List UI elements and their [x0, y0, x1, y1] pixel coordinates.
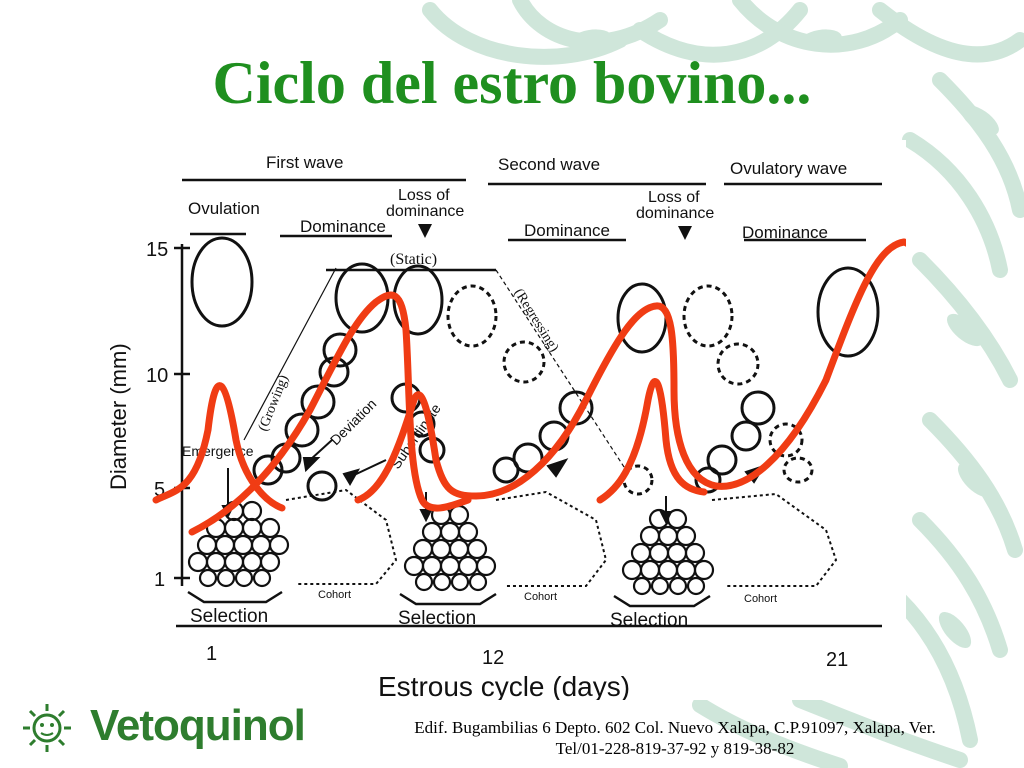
loss-arrow-1-icon: [418, 224, 432, 238]
x-tick-21: 21: [826, 649, 848, 671]
logo-wordmark: Vetoquinol: [90, 701, 306, 750]
red-overlay-curves: [152, 238, 906, 536]
slide-title: Ciclo del estro bovino...: [212, 50, 812, 116]
follicles-regressing: [446, 284, 814, 496]
subordinate-arrow-icon: [342, 468, 361, 486]
loss-of-dominance-1-line1: Loss of: [398, 187, 450, 204]
cohort-label-1: Cohort: [318, 589, 351, 601]
sun-lion-logo-icon: [23, 704, 71, 752]
cohort-dots: [285, 488, 838, 587]
x-tick-1: 1: [206, 643, 217, 665]
footer-line-1: Edif. Bugambilias 6 Depto. 602 Col. Nuev…: [414, 718, 936, 737]
selection-label-3: Selection: [610, 610, 688, 631]
follicular-wave-diagram: First wave Second wave Ovulatory wave Ov…: [96, 140, 906, 700]
regressing-label: (Regressing): [511, 286, 562, 355]
wave-header-lines: [182, 178, 882, 272]
static-label: (Static): [390, 251, 437, 268]
vetoquinol-logo: Vetoquinol: [12, 700, 306, 758]
selection-label-1: Selection: [190, 606, 268, 627]
loss-of-dominance-2-line1: Loss of: [648, 189, 700, 206]
x-tick-12: 12: [482, 647, 504, 669]
selection-brackets: [187, 590, 711, 608]
dominance-label-2: Dominance: [524, 221, 610, 240]
y-axis-label: Diameter (mm): [106, 343, 131, 490]
selection-label-2: Selection: [398, 608, 476, 629]
deviation-arrow-2-icon: [546, 458, 569, 478]
wave-label-ovulatory: Ovulatory wave: [730, 159, 847, 178]
y-tick-10: 10: [146, 365, 168, 387]
y-tick-15: 15: [146, 239, 168, 261]
dominance-label-3: Dominance: [742, 223, 828, 242]
regressing-line: [495, 269, 627, 471]
diagram-canvas: First wave Second wave Ovulatory wave Ov…: [106, 153, 906, 700]
y-tick-5: 5: [154, 479, 165, 501]
cohort-cluster-2: [403, 504, 497, 592]
emergence-arrow-3-icon: [659, 511, 673, 525]
loss-arrow-2-icon: [678, 226, 692, 240]
x-axis-label: Estrous cycle (days): [378, 671, 630, 700]
cohort-cluster-1: [187, 500, 290, 588]
cohort-label-3: Cohort: [744, 593, 777, 605]
cohort-label-2: Cohort: [524, 591, 557, 603]
ovulation-label: Ovulation: [188, 199, 260, 218]
dominance-label-1: Dominance: [300, 217, 386, 236]
y-tick-1: 1: [154, 569, 165, 591]
wave-label-second: Second wave: [498, 155, 600, 174]
wave-label-first: First wave: [266, 153, 343, 172]
emergence-arrow-2-icon: [419, 509, 433, 523]
growing-line: [243, 267, 337, 441]
footer-address: Edif. Bugambilias 6 Depto. 602 Col. Nuev…: [330, 717, 1020, 759]
deviation-arrow-icon: [302, 457, 321, 473]
cohort-cluster-3: [621, 508, 715, 596]
loss-of-dominance-2-line2: dominance: [636, 205, 714, 222]
footer-line-2: Tel/01-228-819-37-92 y 819-38-82: [555, 739, 795, 758]
loss-of-dominance-1-line2: dominance: [386, 203, 464, 220]
